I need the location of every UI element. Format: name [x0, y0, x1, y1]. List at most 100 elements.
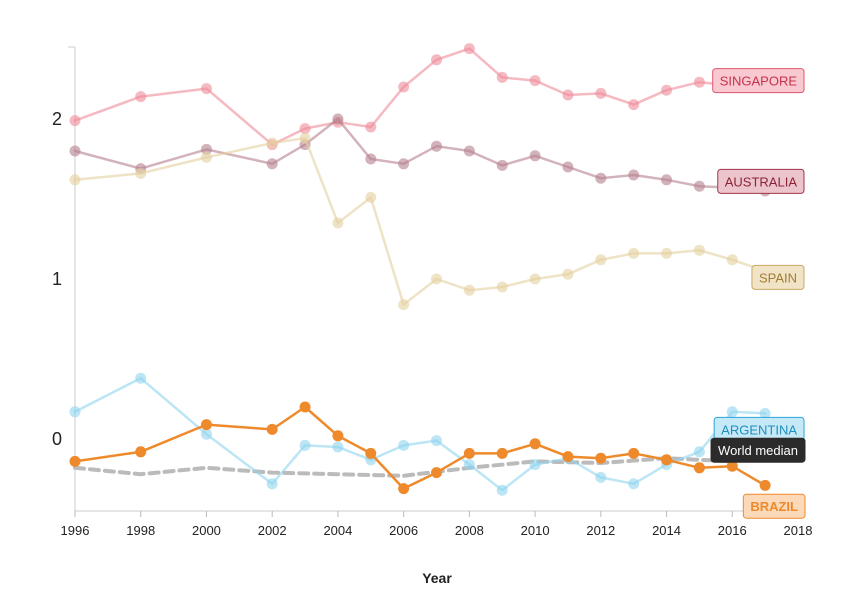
- data-point-argentina[interactable]: [693, 446, 705, 458]
- series-world-median: [73, 456, 735, 478]
- x-tick-label: 2006: [389, 523, 418, 538]
- data-point-argentina[interactable]: [726, 406, 738, 418]
- data-point-australia[interactable]: [365, 153, 377, 165]
- data-point-australia[interactable]: [529, 150, 541, 162]
- data-point-brazil[interactable]: [69, 455, 81, 467]
- data-point-singapore[interactable]: [463, 43, 475, 55]
- data-point-argentina[interactable]: [496, 484, 508, 496]
- x-tick-label: 2014: [652, 523, 681, 538]
- data-point-australia[interactable]: [431, 140, 442, 152]
- data-point-singapore[interactable]: [431, 54, 442, 66]
- y-tick-label: 0: [52, 429, 62, 449]
- series-label-text-brazil: BRAZIL: [750, 499, 798, 514]
- data-point-australia[interactable]: [332, 113, 344, 125]
- data-point-singapore[interactable]: [398, 81, 410, 93]
- data-point-brazil[interactable]: [726, 460, 738, 472]
- data-point-argentina[interactable]: [759, 407, 771, 419]
- data-point-brazil[interactable]: [693, 462, 705, 474]
- data-point-brazil[interactable]: [595, 452, 607, 464]
- data-point-brazil[interactable]: [299, 401, 311, 413]
- data-point-australia[interactable]: [496, 159, 508, 171]
- data-point-singapore[interactable]: [69, 115, 81, 127]
- data-point-brazil[interactable]: [661, 454, 673, 466]
- series-layer: [69, 43, 771, 496]
- data-point-spain[interactable]: [299, 132, 311, 144]
- data-point-spain[interactable]: [496, 281, 508, 293]
- data-point-brazil[interactable]: [496, 447, 508, 459]
- x-tick-label: 2012: [586, 523, 615, 538]
- data-point-australia[interactable]: [200, 143, 212, 155]
- series-label-world-median: World median: [710, 437, 806, 463]
- data-point-argentina[interactable]: [431, 435, 442, 447]
- data-point-spain[interactable]: [69, 174, 81, 186]
- data-point-argentina[interactable]: [332, 441, 344, 453]
- data-point-australia[interactable]: [628, 169, 640, 181]
- data-point-argentina[interactable]: [628, 478, 640, 490]
- data-point-spain[interactable]: [661, 247, 673, 259]
- data-point-spain[interactable]: [365, 191, 377, 203]
- data-point-brazil[interactable]: [332, 430, 344, 442]
- data-point-australia[interactable]: [693, 180, 705, 192]
- data-point-spain[interactable]: [693, 244, 705, 256]
- data-point-singapore[interactable]: [496, 71, 508, 83]
- data-point-spain[interactable]: [135, 167, 147, 179]
- data-point-singapore[interactable]: [299, 123, 311, 135]
- data-point-argentina[interactable]: [200, 428, 212, 440]
- data-point-argentina[interactable]: [266, 478, 278, 490]
- series-label-text-world-median: World median: [718, 443, 798, 458]
- data-point-singapore[interactable]: [661, 84, 673, 96]
- data-point-singapore[interactable]: [200, 83, 212, 95]
- data-point-brazil[interactable]: [266, 423, 278, 435]
- data-point-spain[interactable]: [398, 299, 410, 311]
- data-point-australia[interactable]: [266, 158, 278, 170]
- data-point-argentina[interactable]: [299, 439, 311, 451]
- data-point-argentina[interactable]: [398, 439, 410, 451]
- data-point-spain[interactable]: [266, 137, 278, 149]
- data-point-spain[interactable]: [562, 268, 574, 280]
- data-point-brazil[interactable]: [431, 467, 442, 479]
- data-point-brazil[interactable]: [759, 479, 771, 491]
- data-point-spain[interactable]: [463, 284, 475, 296]
- y-tick-label: 1: [52, 269, 62, 289]
- data-point-singapore[interactable]: [562, 89, 574, 101]
- axes: 1996 1998 2000 2002 2004 2006 2008 2010 2012 2014…: [52, 46, 813, 538]
- data-point-argentina[interactable]: [529, 459, 541, 471]
- data-point-singapore[interactable]: [529, 75, 541, 87]
- data-point-spain[interactable]: [726, 254, 738, 266]
- data-point-argentina[interactable]: [595, 471, 607, 483]
- data-point-singapore[interactable]: [693, 76, 705, 88]
- data-point-spain[interactable]: [529, 273, 541, 285]
- series-argentina: [69, 372, 771, 496]
- data-point-brazil[interactable]: [529, 438, 541, 450]
- data-point-spain[interactable]: [431, 273, 442, 285]
- data-point-brazil[interactable]: [135, 446, 147, 458]
- data-point-singapore[interactable]: [628, 99, 640, 111]
- data-point-brazil[interactable]: [562, 451, 574, 463]
- series-label-text-argentina: ARGENTINA: [721, 422, 797, 437]
- data-point-spain[interactable]: [628, 247, 640, 259]
- data-point-australia[interactable]: [595, 172, 607, 184]
- data-point-brazil[interactable]: [398, 483, 410, 495]
- x-tick-label: 2004: [323, 523, 352, 538]
- data-point-brazil[interactable]: [463, 447, 475, 459]
- data-point-spain[interactable]: [332, 217, 344, 229]
- data-point-singapore[interactable]: [135, 91, 147, 103]
- data-point-australia[interactable]: [398, 158, 410, 170]
- series-label-box-spain: [751, 264, 805, 290]
- data-point-singapore[interactable]: [595, 87, 607, 99]
- data-point-brazil[interactable]: [628, 447, 640, 459]
- series-label-box-australia: [717, 168, 805, 194]
- data-point-australia[interactable]: [562, 161, 574, 173]
- x-tick-label: 2018: [784, 523, 813, 538]
- data-point-singapore[interactable]: [365, 121, 377, 133]
- data-point-argentina[interactable]: [135, 372, 147, 384]
- data-point-brazil[interactable]: [365, 447, 377, 459]
- data-point-australia[interactable]: [463, 145, 475, 157]
- data-point-argentina[interactable]: [69, 406, 81, 418]
- data-point-spain[interactable]: [595, 254, 607, 266]
- data-point-argentina[interactable]: [463, 459, 475, 471]
- data-point-australia[interactable]: [661, 174, 673, 186]
- data-point-spain[interactable]: [200, 151, 212, 163]
- data-point-brazil[interactable]: [200, 419, 212, 431]
- data-point-australia[interactable]: [69, 145, 81, 157]
